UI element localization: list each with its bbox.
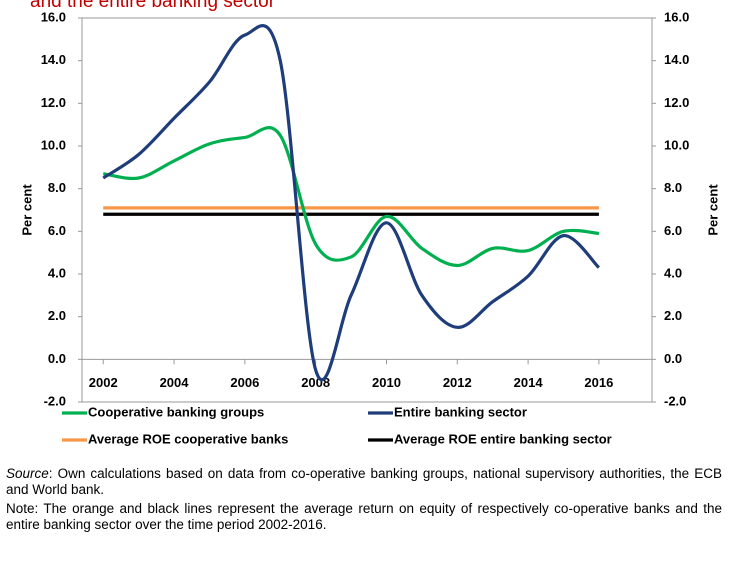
legend-label: Average ROE cooperative banks <box>88 431 288 446</box>
y2-tick-label: 4.0 <box>664 265 682 280</box>
x-tick-label: 2016 <box>584 375 613 390</box>
x-tick-label: 2010 <box>372 375 401 390</box>
x-tick-label: 2002 <box>89 375 118 390</box>
y2-tick-label: 10.0 <box>664 137 689 152</box>
source-note: Source: Own calculations based on data f… <box>6 466 722 498</box>
y-tick-label: 2.0 <box>48 308 66 323</box>
x-tick-label: 2004 <box>160 375 190 390</box>
chart-title: and the entire banking sector <box>30 0 276 12</box>
legend-label: Average ROE entire banking sector <box>394 431 612 446</box>
chart: and the entire banking sector Per cent P… <box>19 0 720 446</box>
y2-tick-label: 16.0 <box>664 9 689 24</box>
source-label: Source <box>6 466 49 481</box>
notes: Source: Own calculations based on data f… <box>6 466 722 536</box>
y2-tick-label: 6.0 <box>664 223 682 238</box>
x-tick-label: 2014 <box>514 375 544 390</box>
y2-tick-label: -2.0 <box>664 393 686 408</box>
y-axis-label: Per cent <box>19 184 34 236</box>
y-tick-label: 12.0 <box>41 95 66 110</box>
series-line <box>102 126 600 268</box>
y-tick-label: 4.0 <box>48 265 66 280</box>
y2-tick-label: 14.0 <box>664 52 689 67</box>
y2-tick-label: 12.0 <box>664 95 689 110</box>
y2-axis-label: Per cent <box>705 184 720 236</box>
note: Note: The orange and black lines represe… <box>6 501 722 532</box>
plot-frame <box>81 17 653 403</box>
y-tick-label: 8.0 <box>48 180 66 195</box>
y-tick-label: -2.0 <box>44 393 66 408</box>
y2-tick-label: 2.0 <box>664 308 682 323</box>
legend-label: Cooperative banking groups <box>88 404 264 419</box>
y-tick-label: 0.0 <box>48 351 66 366</box>
source-text: : Own calculations based on data from co… <box>6 466 722 497</box>
y-tick-label: 10.0 <box>41 137 66 152</box>
y-tick-label: 14.0 <box>41 52 66 67</box>
x-tick-label: 2006 <box>230 375 259 390</box>
y-tick-label: 16.0 <box>41 9 66 24</box>
series-line <box>102 24 601 382</box>
legend-label: Entire banking sector <box>394 404 527 419</box>
y2-tick-label: 0.0 <box>664 351 682 366</box>
y-tick-label: 6.0 <box>48 223 66 238</box>
y2-tick-label: 8.0 <box>664 180 682 195</box>
x-tick-label: 2012 <box>443 375 472 390</box>
